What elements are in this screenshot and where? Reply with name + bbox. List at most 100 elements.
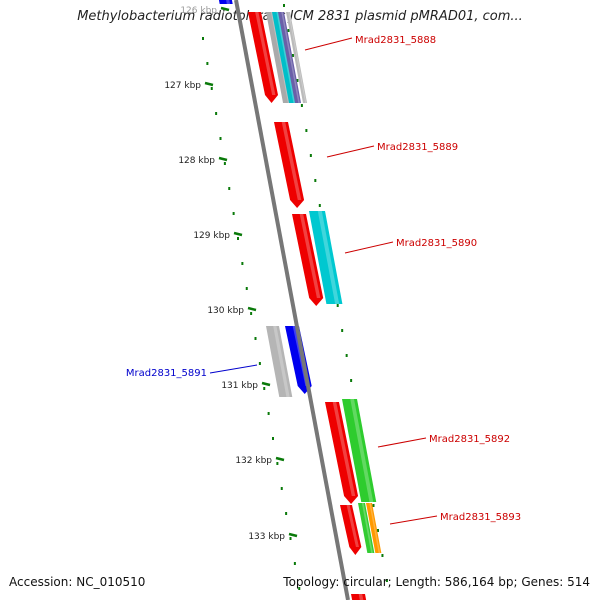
gene-block-mrad2831-5893-orange[interactable] [366,503,382,553]
inner-dot [223,162,226,165]
gene-block-red-bottom-highlight [358,594,364,600]
inner-dot [276,462,279,465]
inner-dot [228,187,231,190]
inner-dot [263,387,266,390]
gene-block-mrad2831-5893-orange-highlight [369,503,381,553]
scale-tick-label: 131 kbp [221,381,258,391]
scale-tick [261,381,271,387]
gene-block-mrad2831-5892-red[interactable] [325,402,359,504]
scale-tick-label: 130 kbp [207,306,244,316]
inner-dot [250,312,253,315]
gene-block-mrad2831-5888[interactable] [248,12,279,103]
inner-dot [289,537,292,540]
gene-block-mrad2831-5892-green[interactable] [342,399,377,502]
outer-dot [309,154,312,157]
inner-dot [293,562,296,565]
gene-label-leader [326,145,375,158]
inner-dot [258,362,261,365]
inner-dot [298,587,301,590]
gene-block-mrad2831-5893-green-highlight [361,503,373,553]
scale-tick [218,156,228,162]
gene-block-mrad2831-5893-red-highlight [346,505,359,547]
scale-tick [288,532,298,538]
inner-dot [272,437,274,440]
gene-block-mrad2831-5890-cyan-highlight [317,211,340,304]
outer-dot [318,204,321,207]
gene-label[interactable]: Mrad2831_5890 [396,238,477,249]
outer-dot [376,529,379,532]
inner-dot [241,262,244,265]
gene-label-leader [377,437,427,448]
genome-summary-text: Topology: circular; Length: 586,164 bp; … [283,575,590,589]
gene-block-mrad2831-5890-cyan[interactable] [309,211,343,304]
feature-track [218,0,382,600]
inner-dot [285,512,288,515]
outer-dot [296,79,299,82]
gene-block-5888-light[interactable] [286,12,308,103]
gene-block-mrad2831-5889[interactable] [274,122,305,208]
outer-dot [336,304,339,307]
gene-label-leader [389,515,438,525]
accession-text: Accession: NC_010510 [9,575,146,589]
scale-tick-label: 128 kbp [178,156,215,166]
kbp-scale: 126 kbp 127 kbp 128 kbp 129 kbp 130 kbp 131 k… [164,6,298,542]
gene-block-5888-purple[interactable] [278,12,302,103]
scale-tick [233,231,243,237]
gene-block-mrad2831-5890-red-highlight [299,214,321,298]
outer-dot [300,104,303,107]
gene-block-mrad2831-5893-red[interactable] [340,505,362,555]
inner-tick-track [202,37,301,590]
gene-block-5888-cyan-highlight [276,12,296,103]
inner-dot [202,37,204,40]
outer-dot [305,129,308,132]
gene-block-mrad2831-5889-highlight [281,122,302,200]
gene-block-blue-top[interactable] [218,0,233,4]
inner-dot [215,112,218,115]
gene-label-leader [344,241,394,254]
gene-label-leader [304,37,353,51]
backbone-line [234,0,350,600]
gene-label[interactable]: Mrad2831_5889 [377,142,458,153]
outer-dot [381,554,384,557]
gene-block-5888-light-highlight [288,12,307,103]
scale-tick-label: 127 kbp [164,81,201,91]
gene-label[interactable]: Mrad2831_5888 [355,35,436,46]
map-title: Methylobacterium radiotolerans JCM 2831 … [77,9,523,24]
outer-dot [350,379,353,382]
scale-tick-label: 126 kbp [180,6,217,16]
gene-block-mrad2831-5891-grey[interactable] [266,326,293,397]
outer-dot [372,504,375,507]
gene-block-5888-purple-highlight [281,12,300,103]
scale-tick [220,6,230,12]
inner-dot [267,412,270,415]
outer-dot [341,329,344,332]
gene-block-mrad2831-5892-red-highlight [332,402,356,496]
inner-dot [280,487,283,490]
scale-tick-label: 132 kbp [235,456,272,466]
inner-dot [232,212,235,215]
inner-dot [254,337,257,340]
scale-tick [275,456,285,462]
gene-block-red-bottom[interactable] [351,594,367,600]
scale-tick-label: 133 kbp [248,532,285,542]
gene-label[interactable]: Mrad2831_5893 [440,512,521,523]
inner-dot [237,237,239,240]
outer-dot [291,54,294,57]
scale-tick [204,81,214,87]
gene-block-mrad2831-5891-grey-highlight [273,326,290,397]
inner-dot [210,87,213,90]
scale-tick-label: 129 kbp [193,231,230,241]
outer-dot [287,29,290,32]
outer-dot [385,579,388,582]
outer-dot [283,4,285,7]
gene-labels: Mrad2831_5888 Mrad2831_5889 Mrad2831_5890 M… [126,35,521,525]
gene-block-blue-top-highlight [226,0,231,4]
inner-dot [219,137,222,140]
gene-label[interactable]: Mrad2831_5892 [429,434,510,445]
gene-block-mrad2831-5890-red[interactable] [292,214,324,306]
gene-label[interactable]: Mrad2831_5891 [126,368,207,379]
gene-block-mrad2831-5893-green[interactable] [358,503,375,553]
gene-block-mrad2831-5892-green-highlight [350,399,374,502]
